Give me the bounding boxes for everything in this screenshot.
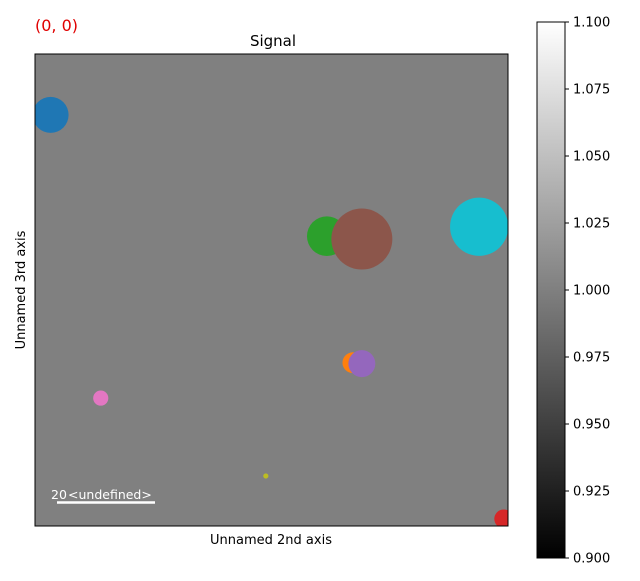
plot-background[interactable] <box>35 54 508 526</box>
coordinate-readout: (0, 0) <box>35 16 78 35</box>
marker-blue[interactable] <box>33 96 69 133</box>
colorbar-tick-label: 0.950 <box>573 418 610 433</box>
colorbar-tick-label: 1.025 <box>573 217 610 232</box>
colorbar-tick-label: 1.000 <box>573 284 610 299</box>
chart-title: Signal <box>250 32 296 50</box>
scale-bar-units: <undefined> <box>68 487 152 502</box>
marker-brown[interactable] <box>331 208 393 270</box>
colorbar-tick-label: 1.100 <box>573 16 610 31</box>
marker-olive[interactable] <box>263 473 269 479</box>
colorbar-tick-label: 1.050 <box>573 150 610 165</box>
colorbar-tick-label: 0.975 <box>573 351 610 366</box>
colorbar[interactable] <box>536 21 566 559</box>
colorbar-tick-label: 1.075 <box>573 83 610 98</box>
marker-cyan[interactable] <box>450 197 508 256</box>
marker-purple[interactable] <box>348 350 376 378</box>
marker-red[interactable] <box>494 509 513 528</box>
colorbar-ticks: 0.900 0.925 0.950 0.975 1.000 1.025 1.050 1.075… <box>565 16 610 567</box>
scale-bar-value: 20 <box>51 487 67 502</box>
markers-layer <box>33 96 513 528</box>
plot-frame <box>34 53 509 527</box>
x-axis-label: Unnamed 2nd axis <box>210 533 332 548</box>
y-axis-label: Unnamed 3rd axis <box>14 230 29 349</box>
colorbar-tick-label: 0.925 <box>573 485 610 500</box>
colorbar-tick-label: 0.900 <box>573 552 610 567</box>
marker-pink[interactable] <box>93 390 109 406</box>
